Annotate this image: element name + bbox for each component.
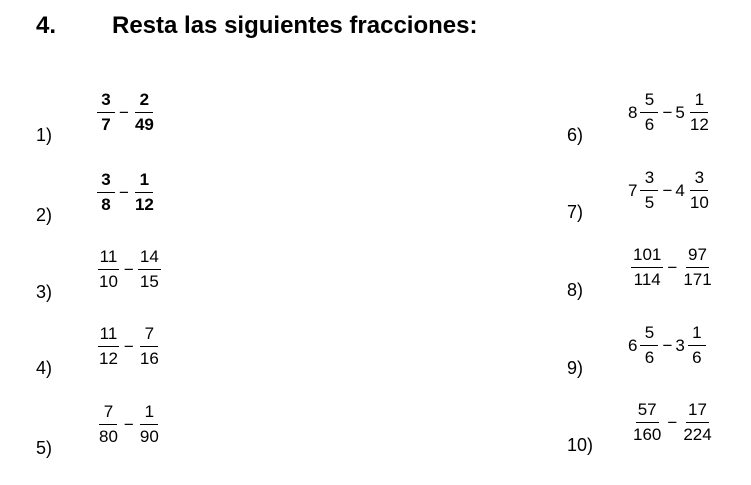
minus-sign: − [116,183,132,203]
numerator: 97 [686,245,709,268]
minus-sign: − [121,415,137,435]
fraction: 11 12 [96,324,121,369]
numerator: 11 [98,324,120,347]
fraction-expression: 57 160 − 17 224 [630,400,715,445]
fraction: 11 10 [96,247,121,292]
numerator: 3 [640,168,658,191]
denominator: 6 [640,346,658,368]
fraction: 57 160 [630,400,664,445]
denominator: 49 [133,113,156,135]
denominator: 114 [632,268,663,290]
denominator: 6 [688,346,706,368]
fraction-expression: 11 12 − 7 16 [96,324,162,369]
fraction-expression: 6 5 6 − 3 1 6 [628,323,707,368]
fraction: 101 114 [630,245,664,290]
problem-label: 8) [567,280,583,300]
whole-number: 6 [628,336,639,356]
denominator: 12 [133,193,156,215]
denominator: 12 [97,347,120,369]
numerator: 7 [99,402,117,425]
numerator: 14 [138,247,161,270]
fraction: 3 5 [639,168,659,213]
denominator: 6 [640,113,658,135]
denominator: 16 [138,347,161,369]
fraction-expression: 11 10 − 14 15 [96,247,162,292]
denominator: 224 [681,423,713,445]
fraction: 3 8 [96,170,116,215]
numerator: 3 [97,170,115,193]
fraction: 7 16 [137,324,162,369]
problem-label: 10) [567,435,593,455]
fraction: 97 171 [680,245,714,290]
numerator: 3 [690,168,708,191]
minus-sign: − [659,181,675,201]
fraction-expression: 3 8 − 1 12 [96,170,157,215]
problem-label: 4) [36,358,52,378]
fraction: 1 12 [132,170,157,215]
denominator: 80 [97,425,120,447]
denominator: 8 [97,193,115,215]
denominator: 12 [688,113,711,135]
denominator: 15 [138,270,161,292]
numerator: 1 [135,170,153,193]
denominator: 10 [97,270,120,292]
fraction: 2 49 [132,90,157,135]
fraction: 14 15 [137,247,162,292]
denominator: 5 [640,191,658,213]
fraction: 3 10 [687,168,712,213]
fraction-expression: 3 7 − 2 49 [96,90,157,135]
fraction: 1 6 [687,323,707,368]
numerator: 2 [135,90,153,113]
problem-label: 5) [36,438,52,458]
whole-number: 5 [675,103,686,123]
numerator: 17 [686,400,709,423]
problem-label: 9) [567,358,583,378]
numerator: 1 [690,90,708,113]
whole-number: 3 [675,336,686,356]
fraction: 5 6 [639,323,659,368]
minus-sign: − [121,337,137,357]
numerator: 1 [688,323,706,346]
numerator: 57 [636,400,659,423]
problem-label: 3) [36,282,52,302]
numerator: 5 [640,323,658,346]
denominator: 171 [681,268,713,290]
fraction-expression: 7 3 5 − 4 3 10 [628,168,712,213]
denominator: 10 [688,191,711,213]
fraction: 1 90 [137,402,162,447]
fraction-expression: 101 114 − 97 171 [630,245,715,290]
exercise-title: Resta las siguientes fracciones: [112,10,477,42]
whole-number: 8 [628,103,639,123]
minus-sign: − [664,413,680,433]
problem-label: 2) [36,205,52,225]
fraction: 5 6 [639,90,659,135]
minus-sign: − [659,336,675,356]
exercise-number: 4. [36,10,56,42]
whole-number: 4 [675,181,686,201]
numerator: 3 [97,90,115,113]
minus-sign: − [664,258,680,278]
numerator: 1 [140,402,158,425]
denominator: 160 [631,423,663,445]
fraction-expression: 7 80 − 1 90 [96,402,162,447]
numerator: 11 [98,247,120,270]
problem-label: 6) [567,125,583,145]
denominator: 90 [138,425,161,447]
denominator: 7 [97,113,115,135]
numerator: 101 [631,245,663,268]
problem-label: 1) [36,125,52,145]
numerator: 7 [140,324,158,347]
fraction: 3 7 [96,90,116,135]
problem-label: 7) [567,202,583,222]
fraction-expression: 8 5 6 − 5 1 12 [628,90,712,135]
fraction: 1 12 [687,90,712,135]
whole-number: 7 [628,181,639,201]
minus-sign: − [659,103,675,123]
fraction: 7 80 [96,402,121,447]
minus-sign: − [121,260,137,280]
numerator: 5 [640,90,658,113]
minus-sign: − [116,103,132,123]
fraction: 17 224 [680,400,714,445]
